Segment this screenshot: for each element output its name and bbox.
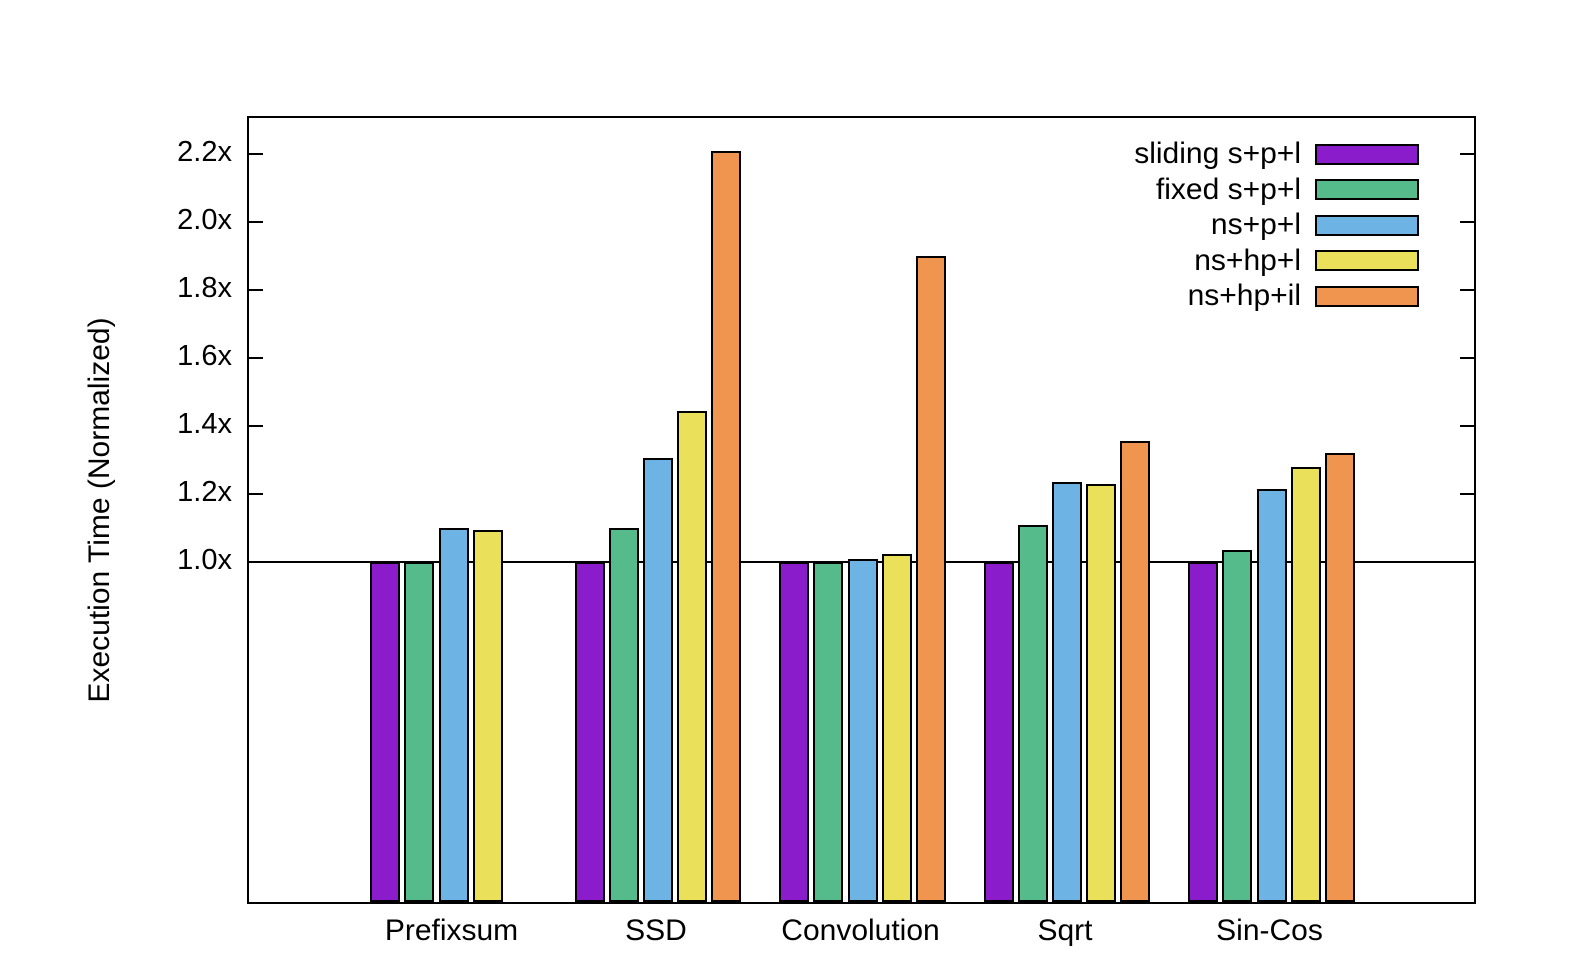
x-category-label: Convolution [781, 914, 940, 947]
y-tick-right [1460, 289, 1474, 292]
legend-swatch [1315, 179, 1419, 200]
x-category-label: Sin-Cos [1216, 914, 1323, 947]
y-tick-label: 1.0x [177, 544, 232, 577]
bar [711, 150, 742, 902]
bar [1188, 562, 1219, 902]
legend-label: sliding s+p+l [1134, 137, 1301, 170]
y-tick-right [1460, 493, 1474, 496]
legend-item: ns+hp+il [249, 279, 1435, 313]
bar [438, 528, 469, 902]
y-tick-right [1460, 425, 1474, 428]
bar [643, 458, 673, 902]
bar [847, 558, 878, 902]
legend-item: fixed s+p+l [249, 173, 1435, 207]
legend-swatch [1315, 285, 1419, 307]
bar [1120, 441, 1151, 902]
x-category-label: Prefixsum [384, 914, 519, 947]
y-tick-left [249, 357, 263, 360]
x-category-label: SSD [625, 914, 687, 947]
bar [677, 410, 708, 902]
legend-item: ns+hp+l [249, 244, 1435, 278]
bar [915, 256, 946, 902]
y-axis-title: Execution Time (Normalized) [83, 317, 116, 703]
bar [608, 528, 639, 902]
legend-label: ns+hp+l [1194, 243, 1301, 277]
bar [779, 562, 810, 902]
x-category-label: Sqrt [1037, 914, 1093, 947]
y-tick-left [249, 425, 263, 428]
bar [1324, 453, 1355, 902]
y-tick-left [249, 153, 263, 156]
bar [1052, 482, 1082, 902]
bar [1222, 550, 1253, 902]
y-tick-right [1460, 153, 1474, 156]
y-tick-left [249, 289, 263, 292]
legend-label: fixed s+p+l [1155, 172, 1301, 206]
bar [813, 562, 844, 902]
bar [1017, 524, 1048, 902]
legend-swatch [1315, 143, 1419, 165]
plot-area: sliding s+p+l fixed s+p+l ns+p+l ns+hp+l ns+… [247, 116, 1476, 904]
y-tick-label: 1.2x [177, 476, 232, 509]
bar [370, 562, 401, 902]
bar [881, 553, 912, 902]
legend-item: ns+p+l [249, 208, 1435, 242]
y-tick-left [249, 221, 263, 224]
bar [1086, 483, 1117, 902]
y-tick-label: 1.8x [177, 272, 232, 305]
y-tick-left [249, 493, 263, 496]
bar [574, 562, 605, 902]
legend-swatch [1315, 214, 1419, 236]
y-tick-label: 1.4x [177, 408, 232, 441]
y-tick-right [1460, 357, 1474, 360]
bar [1290, 466, 1321, 902]
bar [472, 529, 503, 902]
y-tick-label: 1.6x [177, 340, 232, 373]
y-tick-right [1460, 221, 1474, 224]
y-tick-label: 2.0x [177, 204, 232, 237]
bar [404, 562, 435, 902]
legend-label: ns+hp+il [1187, 279, 1301, 312]
bar [983, 562, 1014, 902]
legend-label: ns+p+l [1210, 208, 1301, 241]
legend-swatch [1315, 250, 1419, 271]
bar [1256, 488, 1287, 902]
y-tick-label: 2.2x [177, 136, 232, 169]
legend-item: sliding s+p+l [249, 137, 1435, 171]
